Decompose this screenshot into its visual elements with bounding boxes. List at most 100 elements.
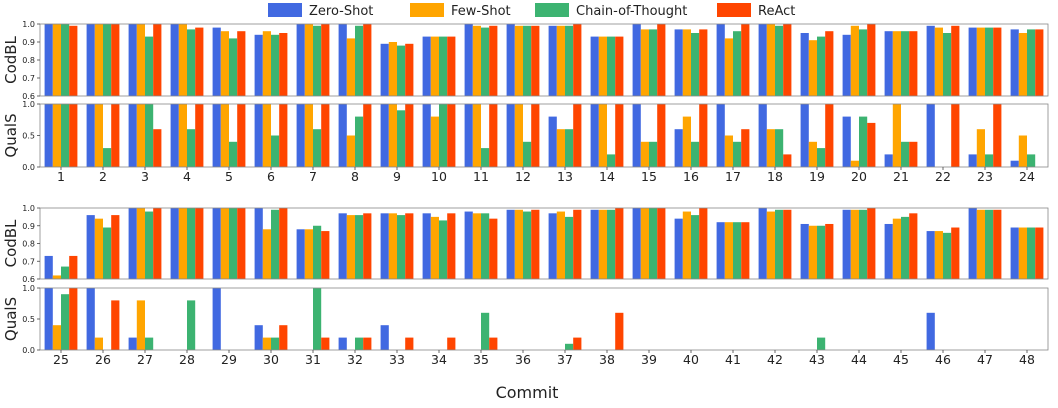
x-tick-label: 1 (57, 169, 65, 184)
bar-chain-of-thought-10 (439, 36, 448, 96)
bar-chain-of-thought-6 (271, 135, 280, 167)
bar-react-4 (195, 104, 204, 167)
bar-few-shot-18 (766, 24, 775, 96)
bar-zero-shot-10 (422, 36, 431, 96)
bar-react-12 (531, 25, 540, 96)
bar-chain-of-thought-18 (775, 129, 784, 167)
bar-chain-of-thought-19 (817, 36, 826, 96)
bar-few-shot-12 (514, 25, 523, 96)
bar-zero-shot-22 (926, 104, 935, 167)
x-tick-label: 6 (267, 169, 275, 184)
bar-chain-of-thought-48 (1027, 227, 1036, 279)
bar-zero-shot-29 (212, 208, 221, 279)
bar-zero-shot-30 (254, 325, 263, 350)
y-tick-label: 0.6 (22, 92, 35, 101)
bar-few-shot-6 (262, 31, 271, 97)
bar-react-5 (237, 31, 246, 97)
x-tick-label: 17 (725, 169, 741, 184)
bar-few-shot-13 (556, 129, 565, 167)
bar-few-shot-42 (766, 211, 775, 279)
bar-zero-shot-12 (506, 104, 515, 167)
bar-few-shot-1 (52, 104, 61, 167)
bar-chain-of-thought-4 (187, 129, 196, 167)
y-tick-label: 0.0 (22, 346, 35, 355)
bar-zero-shot-37 (548, 213, 557, 279)
bar-chain-of-thought-27 (145, 337, 154, 350)
bar-react-33 (405, 213, 414, 279)
y-tick-label: 0.8 (22, 56, 35, 65)
bar-few-shot-31 (304, 229, 313, 279)
bar-few-shot-27 (136, 208, 145, 279)
bar-react-35 (489, 218, 498, 279)
bar-few-shot-4 (178, 104, 187, 167)
x-tick-label: 7 (309, 169, 317, 184)
bar-react-23 (993, 27, 1002, 97)
bar-few-shot-24 (1018, 33, 1027, 96)
bar-zero-shot-11 (464, 104, 473, 167)
bar-zero-shot-5 (212, 27, 221, 97)
bar-react-14 (615, 104, 624, 167)
bar-chain-of-thought-43 (817, 225, 826, 279)
bar-zero-shot-2 (86, 104, 95, 167)
legend-label: ReAct (758, 4, 795, 19)
bar-chain-of-thought-4 (187, 29, 196, 96)
bar-zero-shot-14 (590, 36, 599, 96)
bar-chain-of-thought-3 (145, 36, 154, 96)
bar-few-shot-25 (52, 275, 61, 279)
bar-react-20 (867, 122, 876, 167)
bar-react-34 (447, 337, 456, 350)
bar-zero-shot-20 (842, 34, 851, 96)
y-tick-label: 1.0 (22, 100, 35, 109)
bar-few-shot-3 (136, 24, 145, 96)
y-axis-label: QualS (2, 297, 20, 341)
bar-chain-of-thought-30 (271, 337, 280, 350)
bar-react-19 (825, 31, 834, 97)
bar-few-shot-10 (430, 116, 439, 167)
x-tick-label: 43 (809, 352, 825, 367)
x-tick-label: 23 (977, 169, 993, 184)
bar-chain-of-thought-35 (481, 312, 490, 350)
x-tick-label: 2 (99, 169, 107, 184)
bar-few-shot-41 (724, 222, 733, 279)
bar-few-shot-37 (556, 211, 565, 279)
bar-chain-of-thought-38 (607, 209, 616, 279)
bar-zero-shot-48 (1010, 227, 1019, 279)
bar-zero-shot-42 (758, 208, 767, 279)
bar-chain-of-thought-12 (523, 25, 532, 96)
y-tick-label: 1.0 (22, 20, 35, 29)
y-tick-label: 0.9 (22, 222, 35, 231)
bar-chain-of-thought-39 (649, 208, 658, 279)
bar-zero-shot-47 (968, 208, 977, 279)
bar-react-6 (279, 33, 288, 96)
bar-zero-shot-7 (296, 24, 305, 96)
bar-react-12 (531, 104, 540, 167)
bar-zero-shot-32 (338, 213, 347, 279)
bar-zero-shot-21 (884, 31, 893, 97)
x-tick-label: 31 (305, 352, 321, 367)
bar-zero-shot-17 (716, 24, 725, 96)
bar-chain-of-thought-14 (607, 36, 616, 96)
bar-zero-shot-18 (758, 104, 767, 167)
bar-few-shot-5 (220, 31, 229, 97)
bar-react-8 (363, 104, 372, 167)
bar-zero-shot-16 (674, 129, 683, 167)
bar-chain-of-thought-30 (271, 209, 280, 279)
bar-zero-shot-3 (128, 24, 137, 96)
bar-chain-of-thought-8 (355, 116, 364, 167)
bar-zero-shot-19 (800, 33, 809, 96)
bar-few-shot-48 (1018, 227, 1027, 279)
bar-react-35 (489, 337, 498, 350)
y-tick-label: 0.7 (22, 257, 35, 266)
bar-react-11 (489, 104, 498, 167)
bar-zero-shot-29 (212, 288, 221, 350)
bar-chain-of-thought-37 (565, 216, 574, 280)
bar-react-28 (195, 208, 204, 279)
bar-few-shot-13 (556, 25, 565, 96)
bar-chain-of-thought-21 (901, 141, 910, 167)
x-tick-label: 14 (599, 169, 615, 184)
bar-few-shot-21 (892, 104, 901, 167)
x-tick-label: 35 (473, 352, 489, 367)
bar-zero-shot-26 (86, 215, 95, 279)
bar-react-34 (447, 213, 456, 279)
